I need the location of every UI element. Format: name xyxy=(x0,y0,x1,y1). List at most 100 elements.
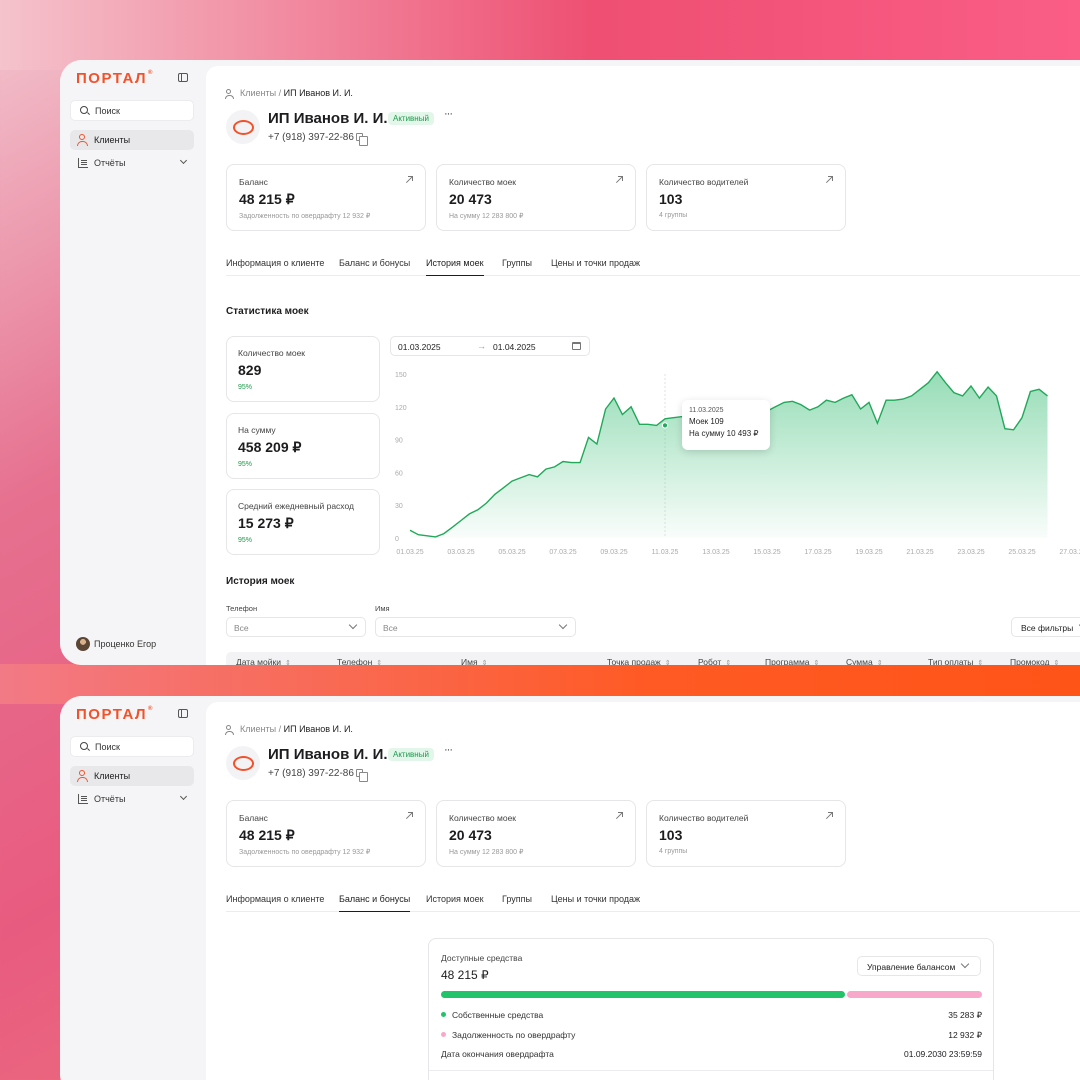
tab-prices[interactable]: Цены и точки продаж xyxy=(551,258,641,268)
tab-balance[interactable]: Баланс и бонусы xyxy=(339,894,411,912)
tab-groups[interactable]: Группы xyxy=(502,894,532,904)
search-input[interactable]: Поиск xyxy=(70,736,194,757)
tab-client-info[interactable]: Информация о клиенте xyxy=(226,258,325,268)
x-tick-label: 27.03.25 xyxy=(1059,549,1080,556)
more-options-icon[interactable]: ··· xyxy=(444,108,453,120)
y-tick-label: 150 xyxy=(395,372,407,379)
arrow-up-right-icon xyxy=(616,812,623,819)
y-tick-label: 0 xyxy=(395,536,399,543)
more-options-icon[interactable]: ··· xyxy=(444,744,453,756)
balance-card[interactable]: Баланс 48 215 ₽ Задолженность по овердра… xyxy=(226,800,426,867)
copy-icon[interactable] xyxy=(356,769,368,782)
chevron-down-icon xyxy=(179,156,188,165)
sidebar-item-clients[interactable]: Клиенты xyxy=(70,766,194,786)
tab-client-info[interactable]: Информация о клиенте xyxy=(226,894,325,904)
col-program[interactable]: Программа xyxy=(765,657,819,665)
tab-wash-history[interactable]: История моек xyxy=(426,258,484,276)
arrow-up-right-icon xyxy=(826,812,833,819)
x-tick-label: 21.03.25 xyxy=(906,549,933,556)
y-tick-label: 120 xyxy=(395,405,407,412)
wash-chart: 0 30 60 90 120 150 01.03.25 03.03.25 05.03.25 07… xyxy=(395,370,1080,556)
tab-balance[interactable]: Баланс и бонусы xyxy=(339,258,411,268)
app-logo[interactable]: ПОРТАЛ® xyxy=(76,706,154,723)
users-icon xyxy=(77,770,88,782)
copy-icon[interactable] xyxy=(356,133,368,146)
screen-balance: ПОРТАЛ® Поиск Клиенты Отчёты Клиенты / И… xyxy=(60,696,1080,1080)
search-input[interactable]: Поиск xyxy=(70,100,194,121)
sidebar-item-clients[interactable]: Клиенты xyxy=(70,130,194,150)
y-tick-label: 90 xyxy=(395,438,403,445)
x-tick-label: 19.03.25 xyxy=(855,549,882,556)
client-logo xyxy=(226,746,260,780)
drivers-card[interactable]: Количество водителей 103 4 группы xyxy=(646,164,846,231)
legend-overdraft-debt: Задолженность по овердрафту 12 932 ₽ xyxy=(441,1030,982,1040)
x-tick-label: 03.03.25 xyxy=(447,549,474,556)
col-point[interactable]: Точка продаж xyxy=(607,657,671,665)
x-tick-label: 09.03.25 xyxy=(600,549,627,556)
col-sum[interactable]: Сумма xyxy=(846,657,883,665)
x-tick-label: 13.03.25 xyxy=(702,549,729,556)
breadcrumb-current: ИП Иванов И. И. xyxy=(283,724,353,734)
tab-bar: Информация о клиенте Баланс и бонусы Ист… xyxy=(226,254,1080,276)
x-tick-label: 05.03.25 xyxy=(498,549,525,556)
available-funds-value: 48 215 ₽ xyxy=(441,968,489,982)
all-filters-button[interactable]: Все фильтры xyxy=(1011,617,1080,637)
stat-sum: На сумму 458 209 ₽ 95% xyxy=(226,413,380,479)
sidebar: ПОРТАЛ® Поиск Клиенты Отчёты Проценко Ег… xyxy=(60,60,206,665)
filter-phone-select[interactable]: Все xyxy=(226,617,366,637)
col-name[interactable]: Имя xyxy=(461,657,487,665)
filter-name-select[interactable]: Все xyxy=(375,617,576,637)
date-range-picker[interactable]: 01.03.2025 → 01.04.2025 xyxy=(390,336,590,356)
calendar-icon[interactable] xyxy=(572,342,581,350)
x-tick-label: 15.03.25 xyxy=(753,549,780,556)
tab-groups[interactable]: Группы xyxy=(502,258,532,268)
x-tick-label: 11.03.25 xyxy=(652,549,679,556)
main-content: Клиенты / ИП Иванов И. И. ИП Иванов И. И… xyxy=(206,66,1080,665)
stat-wash-count: Количество моек 829 95% xyxy=(226,336,380,402)
sidebar-collapse-icon[interactable] xyxy=(178,73,188,82)
date-from[interactable]: 01.03.2025 xyxy=(398,342,441,352)
breadcrumb-root[interactable]: Клиенты xyxy=(240,724,277,734)
page-title: ИП Иванов И. И. xyxy=(268,746,388,763)
col-promo[interactable]: Промокод xyxy=(1010,657,1059,665)
x-tick-label: 23.03.25 xyxy=(957,549,984,556)
tab-prices[interactable]: Цены и точки продаж xyxy=(551,894,641,904)
breadcrumb: Клиенты / ИП Иванов И. И. xyxy=(225,724,353,735)
section-title-history: История моек xyxy=(226,576,295,587)
arrow-right-icon: → xyxy=(477,341,486,351)
hover-point[interactable] xyxy=(661,422,669,429)
chart-tooltip: 11.03.2025 Моек 109 На сумму 10 493 ₽ xyxy=(682,400,770,450)
col-wash-date[interactable]: Дата мойки xyxy=(236,657,291,665)
tab-bar: Информация о клиенте Баланс и бонусы Ист… xyxy=(226,890,1080,912)
app-logo[interactable]: ПОРТАЛ® xyxy=(76,70,154,87)
date-to[interactable]: 01.04.2025 xyxy=(493,342,536,352)
washes-card[interactable]: Количество моек 20 473 На сумму 12 283 8… xyxy=(436,800,636,867)
drivers-card[interactable]: Количество водителей 103 4 группы xyxy=(646,800,846,867)
client-phone: +7 (918) 397-22-86 xyxy=(268,132,354,143)
x-tick-label: 17.03.25 xyxy=(804,549,831,556)
arrow-up-right-icon xyxy=(616,176,623,183)
legend-own-funds: Собственные средства 35 283 ₽ xyxy=(441,1010,982,1020)
status-badge: Активный xyxy=(388,748,434,761)
search-icon xyxy=(80,106,88,114)
sidebar-item-reports[interactable]: Отчёты xyxy=(70,153,194,173)
tab-wash-history[interactable]: История моек xyxy=(426,894,484,904)
manage-balance-button[interactable]: Управление балансом xyxy=(857,956,981,976)
sidebar-collapse-icon[interactable] xyxy=(178,709,188,718)
section-title-stats: Статистика моек xyxy=(226,306,309,317)
users-icon xyxy=(77,134,88,146)
table-header: Дата мойки Телефон Имя Точка продаж Робо… xyxy=(226,652,1080,665)
chart-area xyxy=(410,371,1048,538)
col-phone[interactable]: Телефон xyxy=(337,657,382,665)
washes-card[interactable]: Количество моек 20 473 На сумму 12 283 8… xyxy=(436,164,636,231)
col-payment-type[interactable]: Тип оплаты xyxy=(928,657,983,665)
legend-overdraft-end: Дата окончания овердрафта 01.09.2030 23:… xyxy=(441,1049,982,1059)
x-tick-label: 01.03.25 xyxy=(396,549,423,556)
breadcrumb-root[interactable]: Клиенты xyxy=(240,88,277,98)
col-robot[interactable]: Робот xyxy=(698,657,731,665)
status-badge: Активный xyxy=(388,112,434,125)
y-tick-label: 30 xyxy=(395,503,403,510)
balance-card[interactable]: Баланс 48 215 ₽ Задолженность по овердра… xyxy=(226,164,426,231)
user-profile[interactable]: Проценко Егор xyxy=(76,637,156,651)
sidebar-item-reports[interactable]: Отчёты xyxy=(70,789,194,809)
